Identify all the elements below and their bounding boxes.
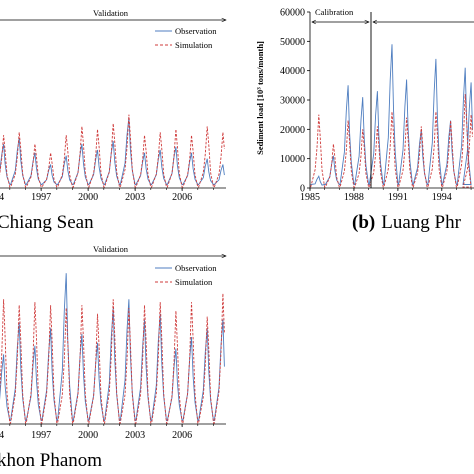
panel-b-plot [310, 44, 473, 188]
panel-b-caption: (b) Luang Phr [352, 212, 462, 233]
panel-a-series-observation [0, 117, 225, 185]
panel-c-series-observation [0, 273, 225, 421]
x-tick-label: 1994 [0, 192, 4, 203]
y-tick-label: 50000 [280, 37, 305, 48]
panel-c-series-simulation [0, 293, 225, 424]
y-tick-label: 20000 [280, 125, 305, 136]
x-tick-label: 2006 [172, 430, 192, 441]
x-tick-label: 1997 [31, 192, 51, 203]
legend-observation-label: Observation [175, 263, 217, 273]
panel-b: Sediment load [10³ tons/month] 0 10000 200… [255, 7, 474, 233]
x-tick-label: 1997 [31, 430, 51, 441]
x-tick-label: 1988 [344, 192, 364, 203]
panel-a-plot [0, 114, 225, 188]
x-tick-label: 2006 [172, 192, 192, 203]
panel-b-ylabel: Sediment load [10³ tons/month] [255, 41, 265, 155]
y-tick-label: 60000 [280, 8, 305, 19]
x-tick-label: 2000 [78, 430, 98, 441]
y-tick-label: 30000 [280, 96, 305, 107]
panel-a-caption: Chiang Sean [0, 212, 94, 233]
panel-b-y-ticks: 0 10000 20000 30000 40000 50000 60000 [280, 8, 310, 195]
x-tick-label: 2003 [125, 192, 145, 203]
panel-b-series-simulation [310, 94, 473, 188]
panel-c-plot [0, 273, 225, 424]
panel-a-x-ticks: 1994 1997 2000 2003 2006 [0, 188, 214, 203]
panel-b-x-ticks: 1985198819911994199 [300, 188, 472, 203]
panel-c-legend: Observation Simulation [155, 263, 217, 287]
panel-b-caption-name: Luang Phr [381, 212, 461, 233]
panel-c-period-label: Validation [93, 244, 129, 254]
x-tick-label: 1991 [388, 192, 408, 203]
y-tick-label: 40000 [280, 66, 305, 77]
panel-a-period-label: Validation [93, 8, 129, 18]
panel-a-series-simulation [0, 114, 225, 188]
y-tick-label: 10000 [280, 154, 305, 165]
legend-simulation-label: Simulation [175, 277, 213, 287]
x-tick-label: 1994 [0, 430, 4, 441]
x-tick-label: 2000 [78, 192, 98, 203]
panel-c: Validation Observation Simulation 199419… [0, 244, 226, 471]
x-tick-label: 2003 [125, 430, 145, 441]
panel-c-caption: khon Phanom [0, 450, 102, 471]
panel-c-x-ticks: 1994 1997 2000 2003 2006 [0, 424, 214, 441]
y-tick-label: 0 [300, 184, 305, 195]
legend-simulation-label: Simulation [175, 40, 213, 50]
legend-observation-label: Observation [175, 26, 217, 36]
x-tick-label: 1985 [300, 192, 320, 203]
x-tick-label: 1994 [432, 192, 452, 203]
panel-a: Validation Observation Simulation 199419… [0, 8, 226, 233]
panel-b-series-observation [310, 44, 473, 186]
panel-b-caption-prefix: (b) [352, 212, 375, 233]
panel-b-calibration-label: Calibration [315, 7, 354, 17]
panel-a-legend: Observation Simulation [155, 26, 217, 50]
